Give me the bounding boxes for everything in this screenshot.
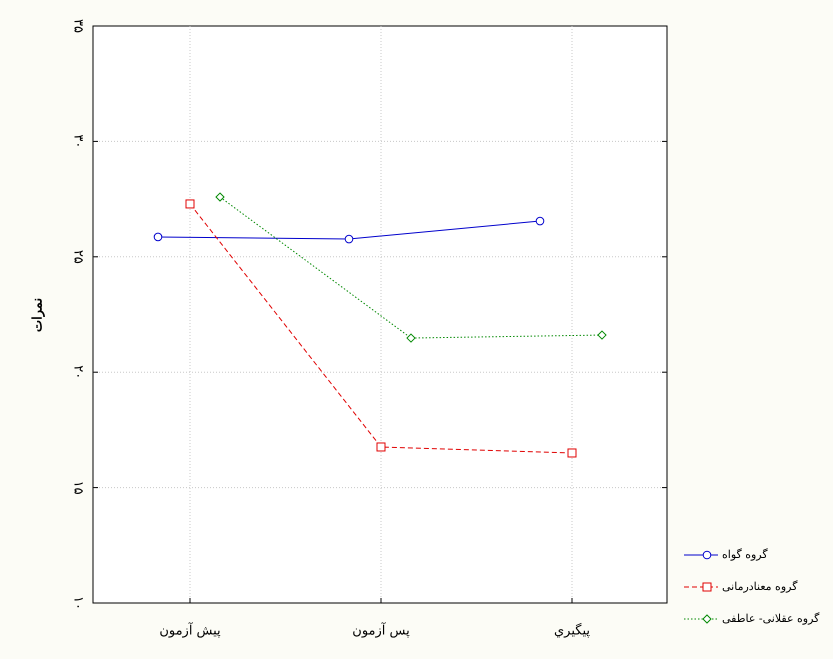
legend-label: گروه گواه (722, 548, 768, 561)
y-tick-label: ۳۰ (71, 134, 86, 148)
data-point (377, 443, 385, 451)
y-tick-label: ۱۵ (71, 481, 86, 495)
y-tick-label: ۱۰ (71, 596, 86, 610)
data-point (186, 200, 194, 208)
y-axis-label: نمرات (31, 298, 46, 332)
y-tick-label: ۳۵ (71, 19, 86, 33)
x-tick-label: پس آزمون (352, 622, 410, 639)
legend-label: گروه معنادرمانی (722, 580, 798, 593)
data-point (568, 449, 576, 457)
legend-marker (703, 583, 711, 591)
data-point (154, 233, 162, 241)
data-point (345, 235, 353, 243)
legend-marker (703, 551, 711, 559)
y-tick-label: ۲۰ (71, 365, 86, 379)
x-tick-label: پیگیري (554, 623, 590, 639)
page: {"chart_data": { "type": "line", "y_labe… (0, 0, 833, 659)
data-point (536, 217, 544, 225)
legend-label: گروه عقلانی- عاطفی (722, 612, 820, 625)
y-tick-label: ۲۵ (71, 250, 86, 264)
x-tick-label: پیش آزمون (159, 622, 221, 639)
chart: نمرات ۱۰ ۱۵ ۲۰ ۲۵ ۳۰ ۳۵ پیش آزمون پس آزمون پیگیر… (0, 0, 833, 659)
legend-marker (703, 615, 711, 623)
plot-area (93, 26, 667, 603)
